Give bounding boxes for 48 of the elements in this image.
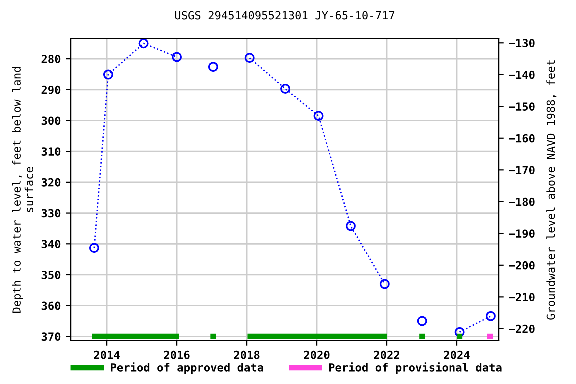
point — [420, 334, 426, 340]
chart-title: USGS 294514095521301 JY-65-10-717 — [175, 11, 395, 20]
y-tick-label: 280 — [42, 55, 61, 64]
y-tick-label: 360 — [42, 302, 61, 310]
y2-tick-label: −150 — [509, 102, 535, 112]
point — [280, 84, 291, 94]
point — [172, 52, 182, 62]
y-tick-label: 330 — [42, 209, 61, 218]
x-tick-label: 2016 — [164, 350, 190, 360]
point — [89, 243, 100, 254]
point — [380, 279, 390, 290]
point — [417, 316, 428, 326]
legend-label: Period of provisional data — [329, 362, 502, 374]
y2-tick-label: −140 — [509, 70, 535, 80]
y-tick-label: 340 — [42, 240, 61, 249]
point — [487, 334, 494, 340]
x-tick-label: 2022 — [374, 350, 400, 360]
legend-label: Period of approved data — [111, 362, 264, 374]
y-tick-label: 350 — [42, 270, 61, 280]
y2-tick-label: −220 — [509, 324, 535, 334]
x-tick-label: 2018 — [234, 350, 260, 360]
x-tick-label: 2020 — [304, 350, 330, 360]
point — [244, 53, 255, 64]
point — [103, 70, 114, 80]
y2-tick-label: −170 — [509, 166, 535, 175]
point — [138, 39, 149, 49]
point — [486, 311, 496, 322]
y-tick-label: 300 — [42, 116, 61, 126]
point — [208, 62, 218, 72]
y-tick-label: 310 — [42, 148, 61, 156]
point — [210, 334, 216, 340]
x-tick-label: 2024 — [444, 350, 470, 360]
point — [314, 111, 324, 122]
y2-tick-label: −210 — [509, 293, 535, 302]
y-tick-label: 290 — [42, 86, 61, 94]
point — [346, 221, 356, 232]
y-tick-label: 370 — [42, 332, 61, 342]
y2-axis-title: Groundwater level above NAVD 1988, feet — [546, 60, 557, 320]
y2-tick-label: −200 — [509, 261, 535, 270]
x-tick-label: 2014 — [94, 350, 120, 360]
point — [454, 327, 465, 338]
point — [457, 334, 463, 340]
y2-tick-label: −190 — [509, 230, 535, 238]
y2-tick-label: −160 — [509, 134, 535, 143]
y2-tick-label: −130 — [509, 39, 535, 48]
y-axis-title: Depth to water level, feet below land surface — [12, 67, 34, 314]
y-tick-label: 320 — [42, 178, 61, 187]
y2-tick-label: −180 — [509, 198, 535, 206]
